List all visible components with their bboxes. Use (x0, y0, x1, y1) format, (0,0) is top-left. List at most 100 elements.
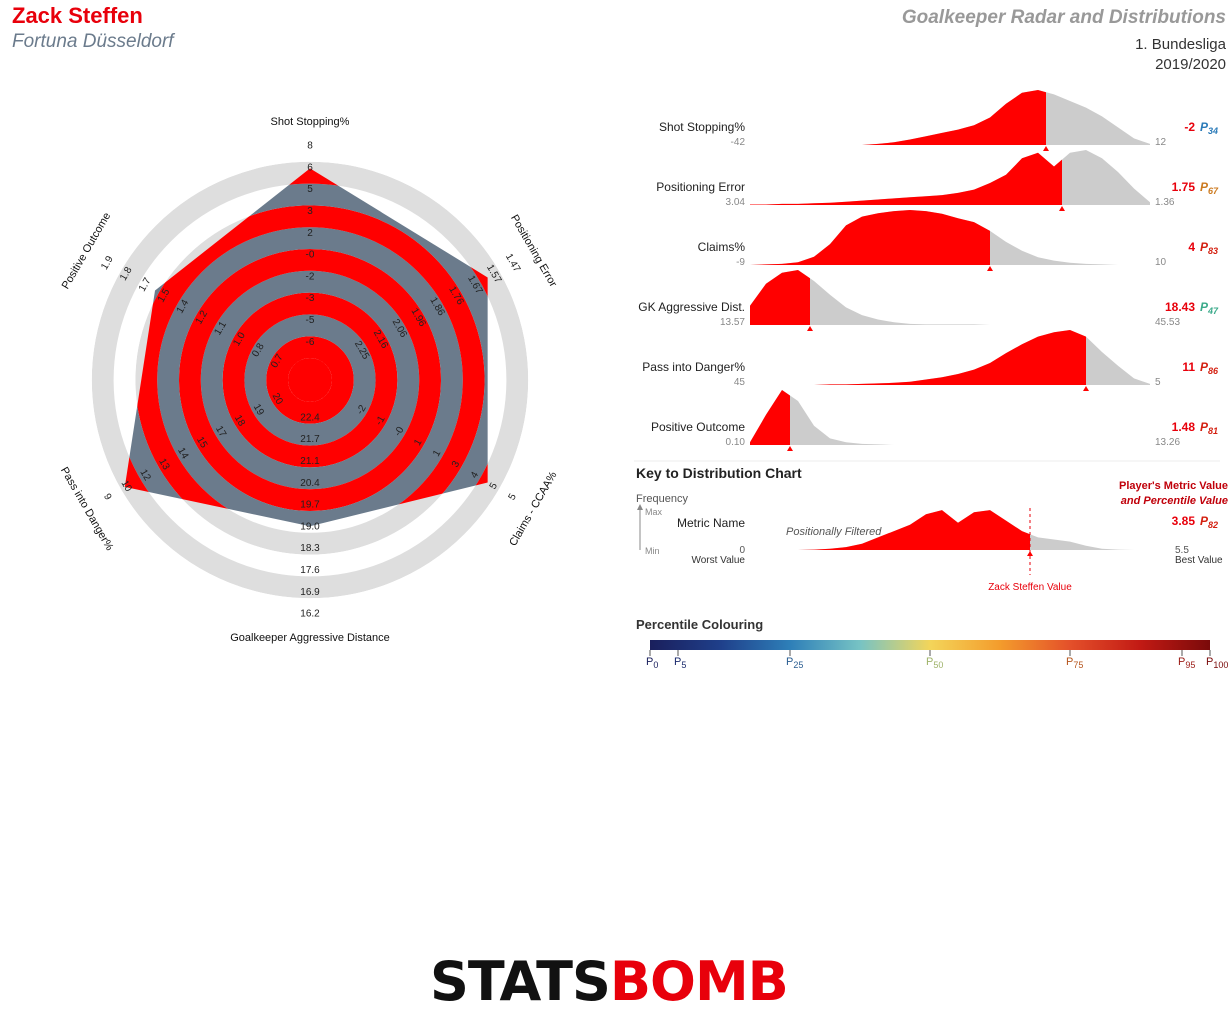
player-marker (987, 266, 993, 271)
statsbomb-logo: STATSBOMB (430, 950, 789, 1013)
logo-part-1: STATS (430, 950, 611, 1013)
distribution-row: Positive Outcome 0.10 13.26 1.48 P81 (651, 390, 1218, 451)
worst-value: 3.04 (726, 197, 746, 208)
radar-player-ring (200, 270, 420, 490)
distribution-row: GK Aggressive Dist. 13.57 45.53 18.43 P47 (638, 270, 1219, 331)
distribution-row: Claims% -9 10 4 P83 (698, 210, 1218, 271)
radar-ring (69, 139, 551, 621)
league-name: 1. Bundesliga (1135, 36, 1226, 53)
best-value: 45.53 (1155, 317, 1180, 328)
radar-tick-label: 1 (431, 448, 444, 459)
legend-marker-label: P0 (646, 656, 658, 670)
distribution-area-player (750, 390, 790, 445)
legend-title: Percentile Colouring (636, 617, 763, 632)
radar-tick-label: -2 (306, 271, 315, 282)
distribution-area-player (750, 90, 1046, 145)
player-value: 18.43 (1165, 300, 1195, 314)
key-metric-name: Metric Name (677, 516, 745, 530)
radar-tick-label: 5 (488, 481, 501, 492)
key-player-metric-2: and Percentile Value (1121, 495, 1228, 507)
distribution-area (750, 90, 1150, 145)
percentile-value: P81 (1200, 420, 1218, 436)
metric-name: Positive Outcome (651, 420, 745, 434)
radar-tick-label: 1 (412, 437, 425, 448)
team-name: Fortuna Düsseldorf (12, 31, 174, 52)
radar-tick-label: 21.1 (300, 456, 320, 467)
distribution-row: Shot Stopping% -42 12 -2 P34 (659, 90, 1218, 151)
distribution-area-player (750, 330, 1086, 385)
key-worst-num: 0 (739, 545, 745, 556)
distribution-key: Key to Distribution Chart Frequency Max Min… (634, 460, 1228, 593)
key-min: Min (645, 546, 660, 556)
radar-tick-label: 6 (307, 162, 313, 173)
distribution-charts: Shot Stopping% -42 12 -2 P34 Positioning Erro… (638, 90, 1219, 451)
radar-tick-label: 18.3 (300, 543, 320, 554)
radar-tick-label: 21.7 (300, 434, 320, 445)
legend-marker-label: P75 (1066, 656, 1083, 670)
key-freq-arrow (637, 504, 643, 510)
legend-marker-label: P50 (926, 656, 943, 670)
key-player-metric-1: Player's Metric Value (1119, 480, 1228, 492)
radar-player-ring (244, 314, 376, 446)
radar-tick-label: -5 (306, 315, 315, 326)
distribution-area (750, 270, 1150, 325)
worst-value: -42 (731, 137, 746, 148)
worst-value: -9 (736, 257, 745, 268)
radar-tick-label: 17.6 (300, 565, 320, 576)
radar-tick-label: 14 (175, 446, 190, 462)
radar-tick-label: 3 (450, 459, 463, 470)
season: 2019/2020 (1155, 56, 1226, 73)
player-marker (1043, 146, 1049, 151)
radar-tick-label: 18 (232, 413, 247, 429)
best-value: 12 (1155, 137, 1167, 148)
radar-player-ring (157, 227, 463, 527)
radar-tick-label: 9 (101, 492, 114, 503)
radar-axis-label: Shot Stopping% (271, 116, 350, 128)
radar-tick-label: 12 (137, 468, 152, 484)
player-value: 1.48 (1172, 420, 1196, 434)
worst-value: 0.10 (726, 437, 746, 448)
radar-tick-label: 5 (507, 492, 520, 503)
metric-name: Positioning Error (656, 180, 745, 194)
radar-player-ring (266, 336, 354, 424)
legend-marker-label: P95 (1178, 656, 1195, 670)
best-value: 10 (1155, 257, 1167, 268)
percentile-value: P83 (1200, 240, 1218, 256)
legend-marker-label: P25 (786, 656, 803, 670)
radar-tick-label: 19.0 (300, 521, 320, 532)
radar-player-ring (222, 292, 398, 468)
radar-tick-label: 16.9 (300, 587, 320, 598)
radar-tick-label: 22.4 (300, 412, 320, 423)
distribution-area-player (750, 152, 1062, 205)
percentile-value: P47 (1200, 300, 1219, 316)
player-marker (1083, 386, 1089, 391)
player-value: -2 (1184, 120, 1195, 134)
radar-tick-label: 3 (307, 206, 313, 217)
radar-tick-label: 19.7 (300, 500, 320, 511)
radar-player-area (124, 168, 488, 527)
key-player-marker (1027, 551, 1033, 556)
radar-tick-label: 8 (307, 141, 313, 152)
radar-player-ring (124, 183, 488, 527)
report-title: Goalkeeper Radar and Distributions (901, 7, 1226, 28)
key-player-value-label: Zack Steffen Value (988, 582, 1072, 593)
radar-player-center (288, 358, 332, 402)
percentile-value: P34 (1200, 120, 1218, 136)
radar-tick-label: 10 (119, 479, 134, 495)
player-value: 4 (1188, 240, 1195, 254)
legend-marker-label: P5 (674, 656, 686, 670)
metric-name: Pass into Danger% (642, 360, 745, 374)
percentile-value: P67 (1200, 180, 1219, 196)
distribution-row: Positioning Error 3.04 1.36 1.75 P67 (656, 150, 1219, 211)
radar-tick-label: 13 (156, 457, 171, 473)
radar-tick-label: 15 (194, 435, 209, 451)
legend-marker-label: P100 (1206, 656, 1228, 670)
worst-value: 13.57 (720, 317, 745, 328)
radar-tick-label: 17 (213, 424, 228, 440)
key-distribution-player (750, 510, 1030, 550)
best-value: 5 (1155, 377, 1161, 388)
key-best-label: Best Value (1175, 555, 1223, 566)
legend-bar (650, 640, 1210, 650)
radar-tick-label: 16.2 (300, 609, 320, 620)
